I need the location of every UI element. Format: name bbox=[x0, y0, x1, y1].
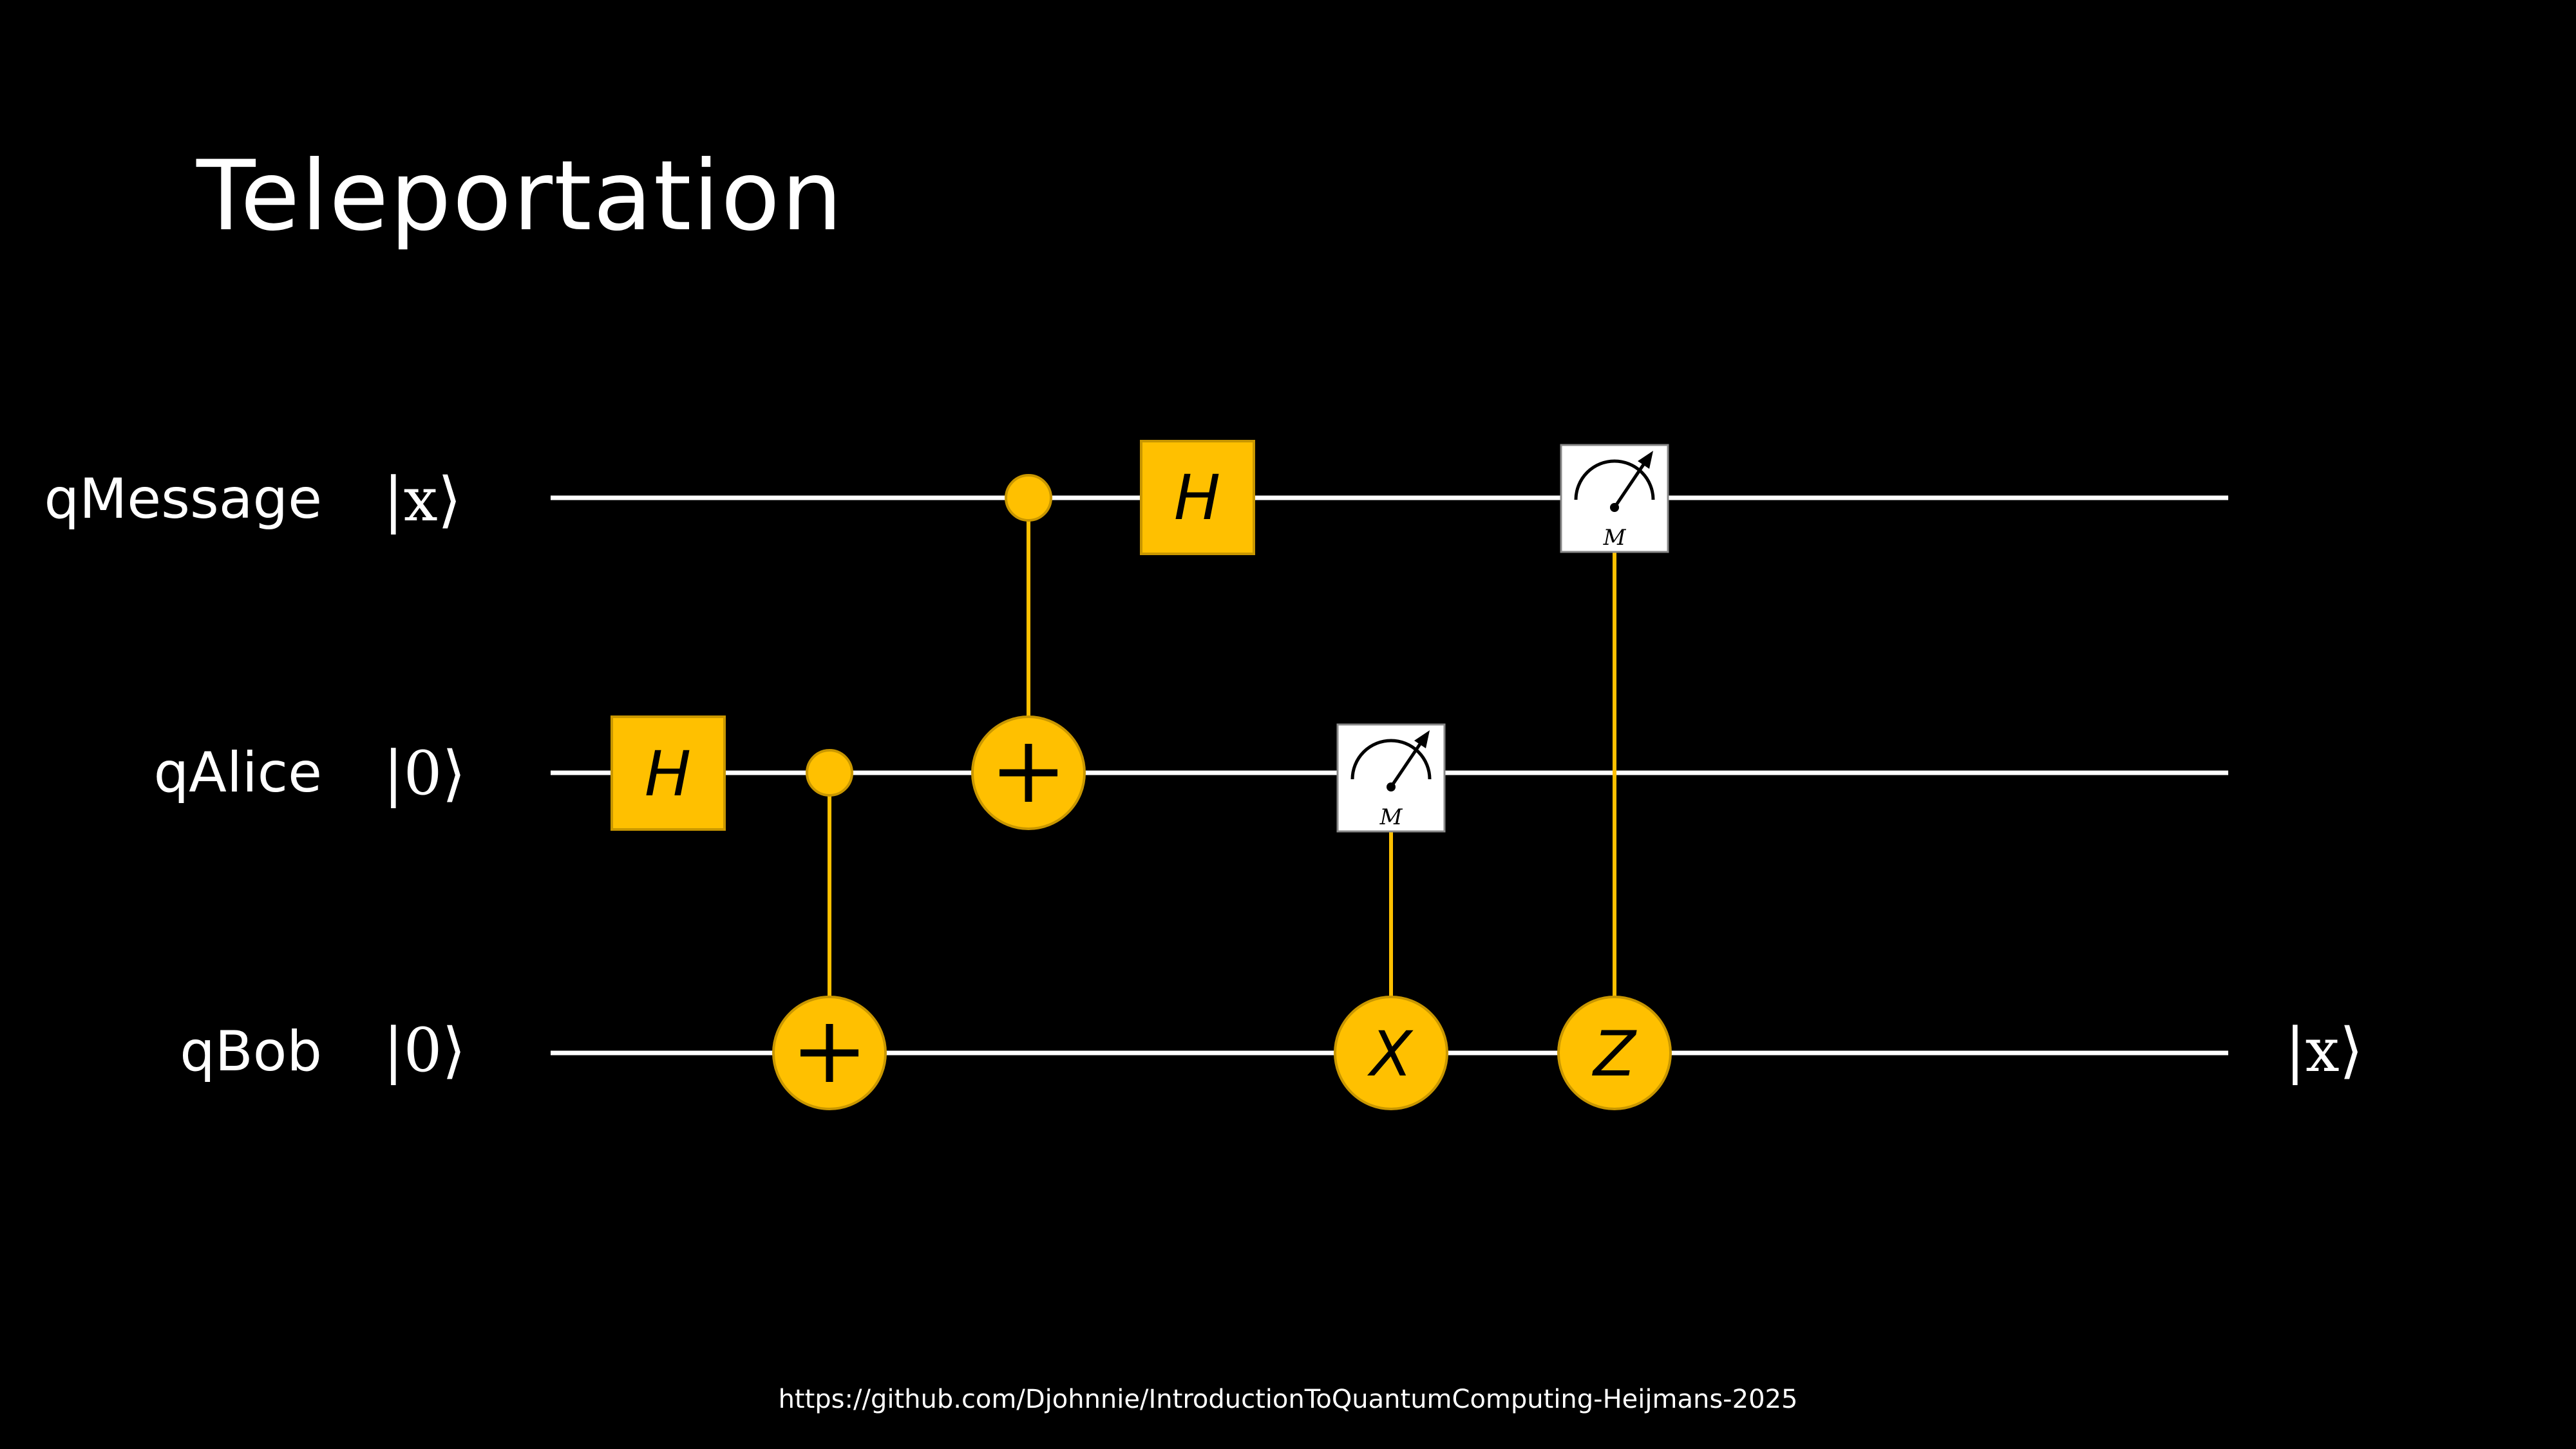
measurement-message: M bbox=[1560, 444, 1669, 553]
hadamard-label: H bbox=[1174, 462, 1220, 534]
control-dot bbox=[806, 749, 853, 797]
cnot-alice-to-bob bbox=[772, 749, 887, 1110]
control-dot bbox=[1005, 474, 1052, 522]
measurement-alice: M bbox=[1336, 723, 1446, 833]
qubit-label-alice: qAlice bbox=[153, 741, 322, 805]
initial-state-alice: |0⟩ bbox=[383, 739, 466, 809]
measure-label: M bbox=[1603, 525, 1627, 551]
hadamard-gate-alice: H bbox=[611, 715, 726, 831]
initial-state-message: |x⟩ bbox=[383, 465, 462, 535]
x-gate-label: X bbox=[1367, 1018, 1414, 1090]
meter-icon bbox=[1350, 739, 1432, 780]
qubit-label-bob: qBob bbox=[180, 1019, 322, 1084]
z-gate-label: Z bbox=[1591, 1018, 1637, 1090]
hadamard-label: H bbox=[645, 738, 691, 810]
cnot-message-to-alice bbox=[971, 474, 1086, 830]
x-gate-bob: X bbox=[1334, 996, 1448, 1110]
hadamard-gate-message: H bbox=[1140, 440, 1255, 555]
output-state-bob: |x⟩ bbox=[2285, 1016, 2363, 1086]
qubit-label-message: qMessage bbox=[44, 467, 322, 531]
footer-url: https://github.com/Djohnnie/Introduction… bbox=[778, 1385, 1798, 1414]
meter-icon bbox=[1574, 459, 1655, 500]
measure-label: M bbox=[1379, 804, 1403, 830]
slide-title: Teleportation bbox=[196, 140, 844, 252]
z-gate-bob: Z bbox=[1557, 996, 1672, 1110]
initial-state-bob: |0⟩ bbox=[383, 1016, 466, 1086]
